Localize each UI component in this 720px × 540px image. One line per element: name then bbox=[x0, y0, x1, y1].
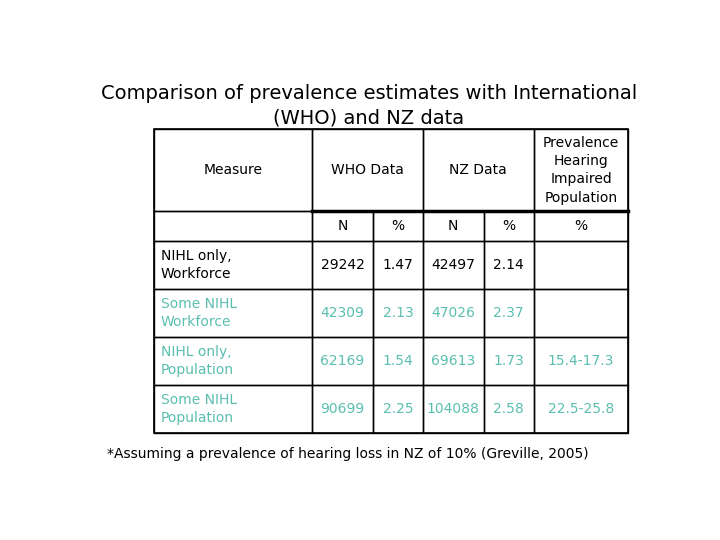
Text: 42309: 42309 bbox=[320, 306, 364, 320]
Text: Some NIHL
Workforce: Some NIHL Workforce bbox=[161, 297, 237, 329]
Bar bbox=[423, 211, 484, 241]
Text: 62169: 62169 bbox=[320, 354, 365, 368]
Bar bbox=[154, 211, 312, 241]
Text: 2.13: 2.13 bbox=[382, 306, 413, 320]
Text: NIHL only,
Workforce: NIHL only, Workforce bbox=[161, 249, 232, 281]
Text: 2.37: 2.37 bbox=[493, 306, 524, 320]
Text: 1.54: 1.54 bbox=[382, 354, 413, 368]
Bar bbox=[484, 241, 534, 289]
Bar bbox=[373, 289, 423, 337]
Bar bbox=[373, 211, 423, 241]
Text: 42497: 42497 bbox=[431, 258, 475, 272]
Text: 15.4-17.3: 15.4-17.3 bbox=[548, 354, 614, 368]
Bar bbox=[484, 337, 534, 385]
Text: %: % bbox=[502, 219, 515, 233]
Bar bbox=[534, 211, 629, 241]
Text: 2.14: 2.14 bbox=[493, 258, 524, 272]
Text: Measure: Measure bbox=[204, 163, 263, 177]
Bar bbox=[373, 337, 423, 385]
Text: WHO Data: WHO Data bbox=[331, 163, 404, 177]
Text: 69613: 69613 bbox=[431, 354, 475, 368]
Text: Some NIHL
Population: Some NIHL Population bbox=[161, 393, 237, 425]
Text: 29242: 29242 bbox=[320, 258, 364, 272]
Text: 104088: 104088 bbox=[427, 402, 480, 416]
Bar bbox=[484, 289, 534, 337]
Text: 90699: 90699 bbox=[320, 402, 365, 416]
Text: NZ Data: NZ Data bbox=[449, 163, 507, 177]
Bar bbox=[312, 211, 373, 241]
Text: N: N bbox=[338, 219, 348, 233]
Text: %: % bbox=[392, 219, 405, 233]
Bar bbox=[373, 385, 423, 433]
Text: 47026: 47026 bbox=[431, 306, 475, 320]
Text: %: % bbox=[575, 219, 588, 233]
Text: *Assuming a prevalence of hearing loss in NZ of 10% (Greville, 2005): *Assuming a prevalence of hearing loss i… bbox=[107, 447, 588, 461]
Text: 22.5-25.8: 22.5-25.8 bbox=[548, 402, 614, 416]
Text: 1.73: 1.73 bbox=[493, 354, 524, 368]
Text: 1.47: 1.47 bbox=[382, 258, 413, 272]
Bar bbox=[373, 241, 423, 289]
Text: N: N bbox=[448, 219, 459, 233]
Text: 2.58: 2.58 bbox=[493, 402, 524, 416]
Text: Comparison of prevalence estimates with International
(WHO) and NZ data: Comparison of prevalence estimates with … bbox=[101, 84, 637, 127]
Text: Prevalence
Hearing
Impaired
Population: Prevalence Hearing Impaired Population bbox=[543, 136, 619, 205]
Text: 2.25: 2.25 bbox=[382, 402, 413, 416]
Text: NIHL only,
Population: NIHL only, Population bbox=[161, 345, 234, 377]
Bar bbox=[484, 211, 534, 241]
Bar bbox=[484, 385, 534, 433]
